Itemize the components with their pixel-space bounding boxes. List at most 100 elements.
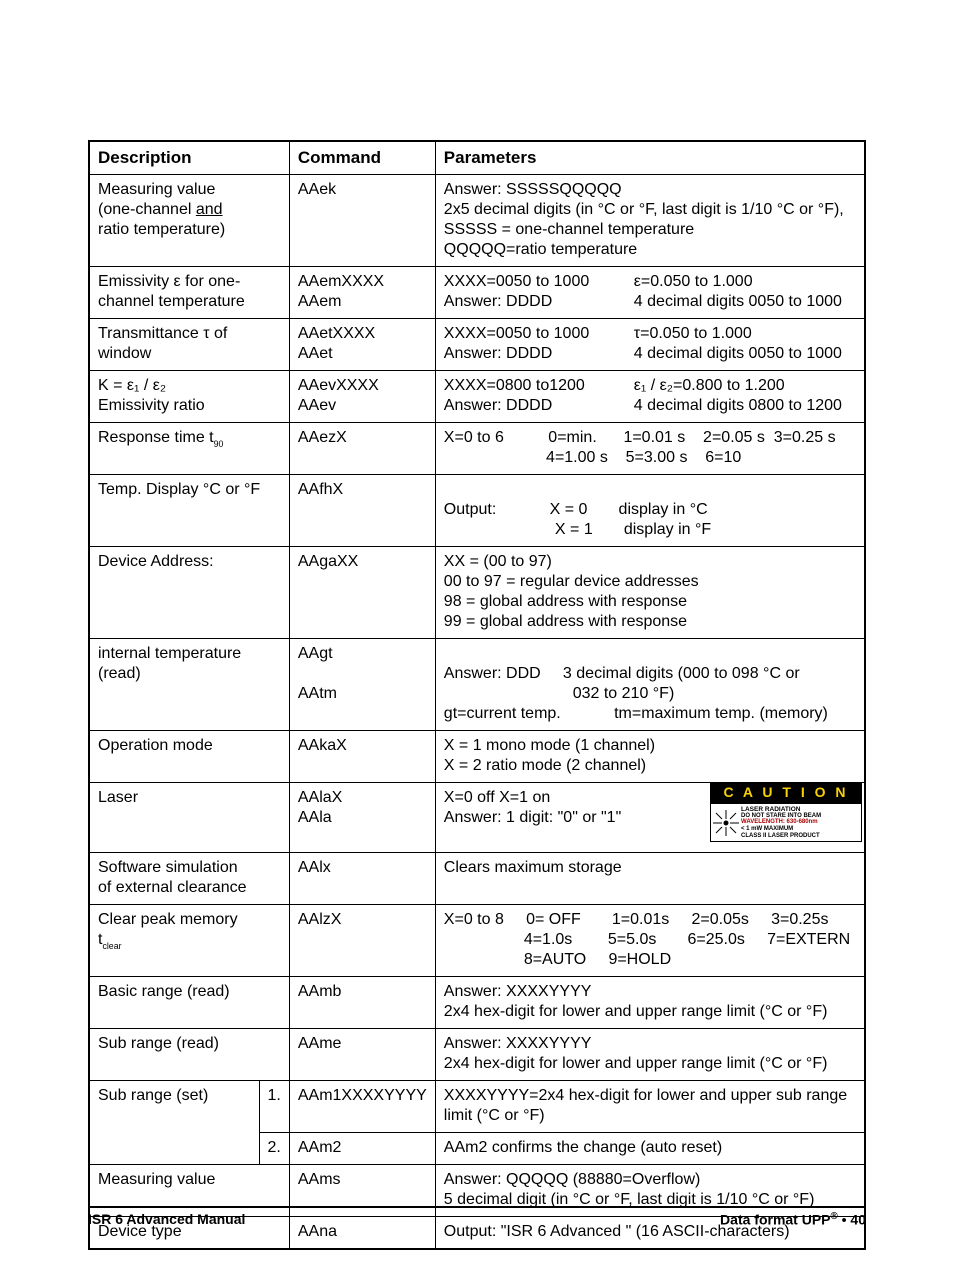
- text: DO NOT STARE INTO BEAM: [741, 813, 859, 820]
- table-row: Emissivity ε for one- channel temperatur…: [89, 267, 865, 319]
- text: Answer: DDD 3 decimal digits (000 to 098…: [444, 665, 800, 682]
- text: Answer: QQQQQ (88880=Overflow): [444, 1171, 701, 1188]
- cmd-cell: AAezX: [289, 423, 435, 475]
- text: • 40: [838, 1212, 866, 1228]
- table-row: K = ε₁ / ε₂ Emissivity ratio AAevXXXX AA…: [89, 371, 865, 423]
- text: ratio temperature): [98, 221, 225, 238]
- table-row: Sub range (set) 1. AAm1XXXXYYYY XXXXYYYY…: [89, 1081, 865, 1133]
- text: Software simulation: [98, 859, 238, 876]
- header-command: Command: [289, 141, 435, 175]
- text: AAgt: [298, 645, 333, 662]
- text: < 1 mW MAXIMUM: [741, 826, 859, 833]
- text: 00 to 97 = regular device addresses: [444, 573, 699, 590]
- table-row: Sub range (read) AAme Answer: XXXXYYYY 2…: [89, 1029, 865, 1081]
- param-cell: XXXX=0800 to1200ε₁ / ε₂=0.800 to 1.200 A…: [435, 371, 865, 423]
- text: 4 decimal digits 0050 to 1000: [634, 293, 842, 310]
- table-row: Temp. Display °C or °F AAfhX Output: X =…: [89, 475, 865, 547]
- caution-title: C A U T I O N: [710, 783, 862, 803]
- registered-icon: ®: [831, 1211, 838, 1222]
- text: AAtm: [298, 685, 337, 702]
- text: X=0 off X=1 on: [444, 789, 550, 806]
- text: Answer: XXXXYYYY: [444, 983, 592, 1000]
- cmd-cell: AAm1XXXXYYYY: [289, 1081, 435, 1133]
- text: limit (°C or °F): [444, 1107, 545, 1124]
- table-row: Clear peak memory tclear AAlzX X=0 to 8 …: [89, 905, 865, 977]
- text: XXXX=0800 to1200: [444, 376, 634, 396]
- desc-cell: Temp. Display °C or °F: [89, 475, 289, 547]
- param-cell: Answer: SSSSSQQQQQ 2x5 decimal digits (i…: [435, 175, 865, 267]
- text: gt=current temp. tm=maximum temp. (memor…: [444, 705, 828, 722]
- text: (read): [98, 665, 141, 682]
- cmd-cell: AAemXXXX AAem: [289, 267, 435, 319]
- caution-body: LASER RADIATION DO NOT STARE INTO BEAM W…: [710, 803, 862, 843]
- text: XXXX=0050 to 1000: [444, 324, 634, 344]
- desc-cell: Sub range (read): [89, 1029, 289, 1081]
- text: Clear peak memory: [98, 911, 238, 928]
- param-cell: Output: X = 0 display in °C X = 1 displa…: [435, 475, 865, 547]
- table-row: Basic range (read) AAmb Answer: XXXXYYYY…: [89, 977, 865, 1029]
- num-cell: 1.: [259, 1081, 289, 1133]
- text: Measuring value: [98, 181, 215, 198]
- text: Answer: SSSSSQQQQQ: [444, 181, 622, 198]
- desc-cell: Software simulation of external clearanc…: [89, 853, 289, 905]
- table-row: Laser AAlaX AAla X=0 off X=1 on Answer: …: [89, 783, 865, 853]
- text: Emissivity ε for one-: [98, 273, 240, 290]
- param-cell: XXXXYYYY=2x4 hex-digit for lower and upp…: [435, 1081, 865, 1133]
- text: (one-channel: [98, 201, 196, 218]
- text: internal temperature: [98, 645, 241, 662]
- text: CLASS II LASER PRODUCT: [741, 833, 859, 840]
- text: AAev: [298, 397, 336, 414]
- text: AAla: [298, 809, 332, 826]
- text: XX = (00 to 97): [444, 553, 552, 570]
- text: AAetXXXX: [298, 325, 375, 342]
- text: Data format UPP: [720, 1212, 830, 1228]
- param-cell: X=0 to 6 0=min. 1=0.01 s 2=0.05 s 3=0.25…: [435, 423, 865, 475]
- param-cell: X=0 to 8 0= OFF 1=0.01s 2=0.05s 3=0.25s …: [435, 905, 865, 977]
- cmd-cell: AAetXXXX AAet: [289, 319, 435, 371]
- cmd-cell: AAek: [289, 175, 435, 267]
- caution-label: C A U T I O N: [710, 783, 862, 842]
- cmd-cell: AAlx: [289, 853, 435, 905]
- text: 4 decimal digits 0050 to 1000: [634, 345, 842, 362]
- param-cell: Answer: DDD 3 decimal digits (000 to 098…: [435, 639, 865, 731]
- desc-cell: Basic range (read): [89, 977, 289, 1029]
- text: Output: X = 0 display in °C: [444, 501, 708, 518]
- table-row: Transmittance τ of window AAetXXXX AAet …: [89, 319, 865, 371]
- laser-burst-icon: [711, 804, 741, 842]
- header-parameters: Parameters: [435, 141, 865, 175]
- text: Answer: DDDD: [444, 292, 634, 312]
- param-cell: XXXX=0050 to 1000τ=0.050 to 1.000 Answer…: [435, 319, 865, 371]
- text: 90: [214, 439, 224, 449]
- text: SSSSS = one-channel temperature: [444, 221, 694, 238]
- desc-cell: Response time t90: [89, 423, 289, 475]
- text: 99 = global address with response: [444, 613, 687, 630]
- text: Answer: DDDD: [444, 396, 634, 416]
- text: ε=0.050 to 1.000: [634, 273, 753, 290]
- num-cell: 2.: [259, 1133, 289, 1165]
- cmd-cell: AAfhX: [289, 475, 435, 547]
- cmd-cell: AAkaX: [289, 731, 435, 783]
- text: of external clearance: [98, 879, 247, 896]
- page-footer: ISR 6 Advanced Manual Data format UPP® •…: [88, 1206, 866, 1228]
- param-cell: Answer: XXXXYYYY 2x4 hex-digit for lower…: [435, 977, 865, 1029]
- text: AAemXXXX: [298, 273, 384, 290]
- table-row: Operation mode AAkaX X = 1 mono mode (1 …: [89, 731, 865, 783]
- text: AAlaX: [298, 789, 342, 806]
- desc-cell: internal temperature (read): [89, 639, 289, 731]
- desc-cell: Sub range (set): [89, 1081, 259, 1165]
- param-cell: XXXX=0050 to 1000ε=0.050 to 1.000 Answer…: [435, 267, 865, 319]
- text: clear: [102, 941, 121, 951]
- text: XXXX=0050 to 1000: [444, 272, 634, 292]
- text: Response time t: [98, 429, 214, 446]
- text: Answer: DDDD: [444, 344, 634, 364]
- cmd-cell: AAgt AAtm: [289, 639, 435, 731]
- text: ε₁ / ε₂=0.800 to 1.200: [634, 377, 785, 394]
- table-row: Response time t90 AAezX X=0 to 6 0=min. …: [89, 423, 865, 475]
- table-row: Measuring value (one-channel and ratio t…: [89, 175, 865, 267]
- cmd-cell: AAgaXX: [289, 547, 435, 639]
- desc-cell: Emissivity ε for one- channel temperatur…: [89, 267, 289, 319]
- cmd-cell: AAme: [289, 1029, 435, 1081]
- desc-cell: K = ε₁ / ε₂ Emissivity ratio: [89, 371, 289, 423]
- text: window: [98, 345, 151, 362]
- header-description: Description: [89, 141, 289, 175]
